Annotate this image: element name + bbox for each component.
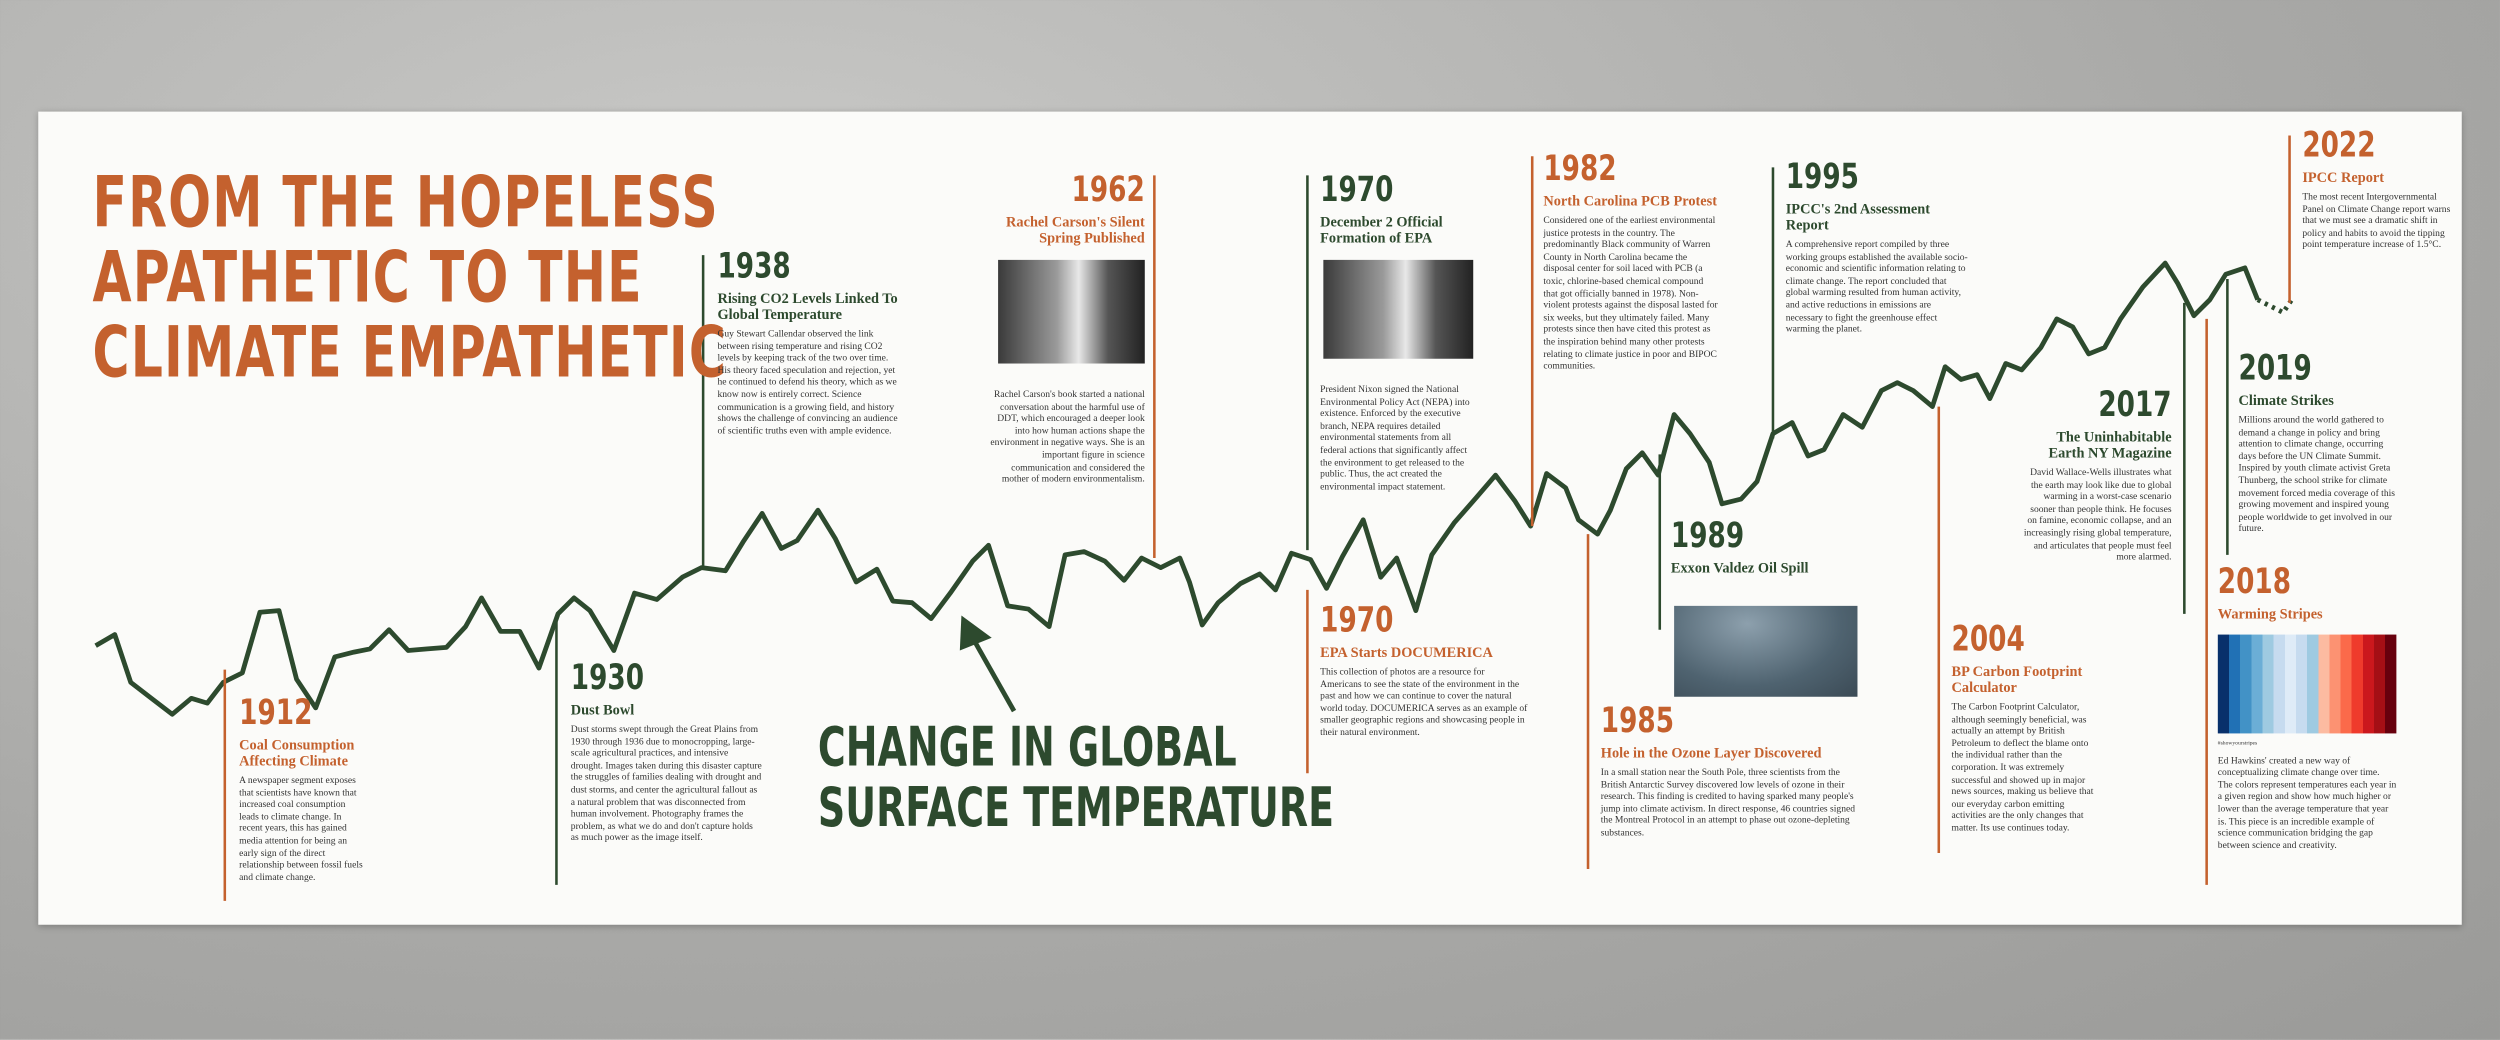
event-title: Warming Stripes bbox=[2217, 605, 2323, 622]
event-body: David Wallace-Wells illustrates what the… bbox=[2023, 468, 2172, 564]
panel bbox=[38, 111, 2462, 925]
event-image bbox=[1323, 259, 1474, 359]
event-year: 2018 bbox=[2217, 562, 2292, 603]
event-year: 2004 bbox=[1951, 620, 2025, 661]
event-title: Coal Consumption Affecting Climate bbox=[239, 736, 355, 769]
event-year: 1912 bbox=[239, 693, 313, 734]
event: 1989 Exxon Valdez Oil Spill bbox=[1670, 516, 1862, 701]
event-year: 1938 bbox=[717, 247, 791, 287]
event-title: North Carolina PCB Protest bbox=[1543, 192, 1718, 209]
event-title: The Uninhabitable Earth NY Magazine bbox=[2048, 428, 2172, 461]
event: 2017 The Uninhabitable Earth NY Magazine D… bbox=[2022, 387, 2172, 565]
event-year: 1930 bbox=[570, 658, 645, 699]
arrow-head bbox=[959, 615, 992, 651]
event: 1962 Rachel Carson's Silent Spring Publis… bbox=[989, 170, 1145, 487]
event-title: EPA Starts DOCUMERICA bbox=[1320, 644, 1493, 661]
event-body: The Carbon Footprint Calculator, althoug… bbox=[1951, 703, 2094, 834]
event: 2022 IPCC Report The most recent Intergove… bbox=[2302, 125, 2453, 254]
event: 1912 Coal Consumption Affecting Climate A … bbox=[239, 693, 367, 885]
event-body: President Nixon signed the National Envi… bbox=[1320, 385, 1470, 493]
event-body: A comprehensive report compiled by three… bbox=[1785, 240, 1968, 336]
event-image bbox=[1674, 605, 1858, 697]
event: 1982 North Carolina PCB Protest Considered… bbox=[1543, 151, 1718, 374]
event-image bbox=[998, 259, 1145, 364]
event-title: Rachel Carson's Silent Spring Published bbox=[1006, 213, 1145, 246]
event-body: This collection of photos are a resource… bbox=[1320, 668, 1528, 739]
event: 1970 EPA Starts DOCUMERICA This collection… bbox=[1320, 601, 1528, 741]
title-line: CLIMATE EMPATHETIC bbox=[92, 312, 728, 394]
event-body: A newspaper segment exposes that scienti… bbox=[239, 776, 363, 883]
event-year: 2017 bbox=[2098, 385, 2172, 426]
event: 1970 December 2 Official Formation of EPA… bbox=[1320, 170, 1479, 495]
event-year: 1962 bbox=[1071, 170, 1145, 211]
event-body: Guy Stewart Callendar observed the link … bbox=[717, 330, 898, 437]
event-year: 1995 bbox=[1785, 157, 1859, 198]
event-year: 1970 bbox=[1320, 170, 1394, 211]
event-title: December 2 Official Formation of EPA bbox=[1320, 213, 1443, 246]
event-body: Dust storms swept through the Great Plai… bbox=[570, 725, 762, 844]
event-title: Rising CO2 Levels Linked To Global Tempe… bbox=[717, 290, 898, 323]
event-body: The most recent Intergovernmental Panel … bbox=[2302, 192, 2451, 251]
event-year: 1982 bbox=[1543, 149, 1617, 190]
image-caption: #showyourstripes bbox=[2217, 739, 2258, 747]
event-year: 1985 bbox=[1600, 701, 1675, 742]
event-year: 2022 bbox=[2302, 125, 2376, 166]
event-title: Exxon Valdez Oil Spill bbox=[1670, 559, 1809, 576]
event: 1985 Hole in the Ozone Layer Discovered In… bbox=[1600, 701, 1856, 841]
event-title: Dust Bowl bbox=[570, 701, 635, 718]
projection-line bbox=[2256, 296, 2295, 316]
event-body: Rachel Carson's book started a national … bbox=[990, 390, 1145, 485]
event-year: 1970 bbox=[1320, 601, 1394, 641]
event-title: Climate Strikes bbox=[2238, 392, 2334, 409]
event-body: In a small station near the South Pole, … bbox=[1600, 768, 1856, 839]
event-body: Considered one of the earliest environme… bbox=[1543, 216, 1718, 372]
event-body: Millions around the world gathered to de… bbox=[2238, 416, 2396, 535]
event: 1995 IPCC's 2nd Assessment Report A compre… bbox=[1786, 159, 1969, 337]
event-body: Ed Hawkins' created a new way of concept… bbox=[2217, 756, 2397, 852]
event-year: 2019 bbox=[2238, 349, 2312, 390]
label-line: SURFACE TEMPERATURE bbox=[817, 776, 1334, 841]
event: 2019 Climate Strikes Millions around the w… bbox=[2238, 349, 2398, 537]
arrow-shaft bbox=[970, 636, 1017, 713]
event-title: BP Carbon Footprint Calculator bbox=[1951, 663, 2083, 696]
line-label: CHANGE IN GLOBAL SURFACE TEMPERATURE bbox=[818, 717, 1334, 838]
title-line: APATHETIC TO THE bbox=[92, 237, 643, 319]
event: 2004 BP Carbon Footprint Calculator The Ca… bbox=[1951, 620, 2095, 836]
event: 2018 Warming Stripes #showyourstripes Ed Ha… bbox=[2218, 564, 2397, 853]
event: 1930 Dust Bowl Dust storms swept through t… bbox=[570, 658, 762, 846]
event: 1938 Rising CO2 Levels Linked To Global T… bbox=[717, 247, 900, 439]
title-line: FROM THE HOPELESS bbox=[92, 162, 719, 244]
title: FROM THE HOPELESS APATHETIC TO THE CLIMATE… bbox=[92, 166, 727, 391]
temperature-line bbox=[94, 260, 2260, 717]
event-title: IPCC Report bbox=[2302, 169, 2385, 185]
label-line: CHANGE IN GLOBAL bbox=[817, 715, 1237, 780]
event-year: 1989 bbox=[1670, 516, 1745, 557]
event-title: Hole in the Ozone Layer Discovered bbox=[1600, 744, 1822, 761]
event-image bbox=[2217, 634, 2397, 734]
event-title: IPCC's 2nd Assessment Report bbox=[1785, 200, 1931, 233]
